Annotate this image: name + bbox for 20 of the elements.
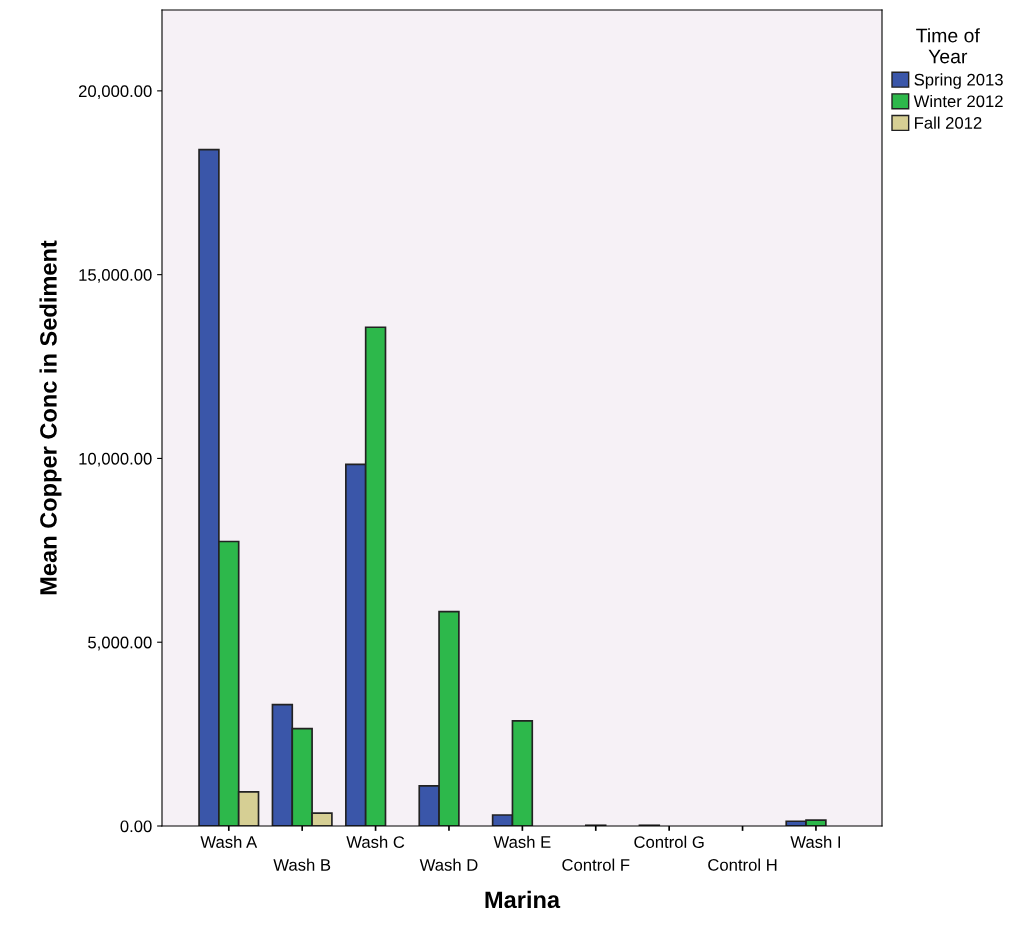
x-tick-label: Wash A xyxy=(200,835,258,848)
legend-label: Winter 2012 xyxy=(913,94,1003,108)
x-axis-title: Marina xyxy=(485,890,561,909)
x-tick-label: Wash I xyxy=(790,835,841,848)
x-tick-label: Control H xyxy=(708,858,777,871)
legend-label: Spring 2013 xyxy=(914,73,1003,89)
y-tick-label: 5,000.00 xyxy=(88,636,152,651)
y-tick-label: 15,000.00 xyxy=(79,269,152,283)
x-tick-label: Wash C xyxy=(346,835,405,848)
x-tick-label: Control G xyxy=(634,835,704,848)
legend-title: Time of Year xyxy=(916,28,980,64)
legend-label: Fall 2012 xyxy=(915,116,982,129)
x-tick-label: Wash D xyxy=(419,858,478,871)
y-axis-title: Mean Copper Conc in Sediment xyxy=(39,240,62,595)
y-tick-label: 0.00 xyxy=(120,820,152,833)
y-tick-label: 10,000.00 xyxy=(79,452,152,467)
x-tick-label: Wash E xyxy=(493,835,551,848)
x-tick-label: Wash B xyxy=(273,858,331,871)
x-tick-label: Control F xyxy=(562,858,630,871)
y-tick-label: 20,000.00 xyxy=(78,85,152,100)
